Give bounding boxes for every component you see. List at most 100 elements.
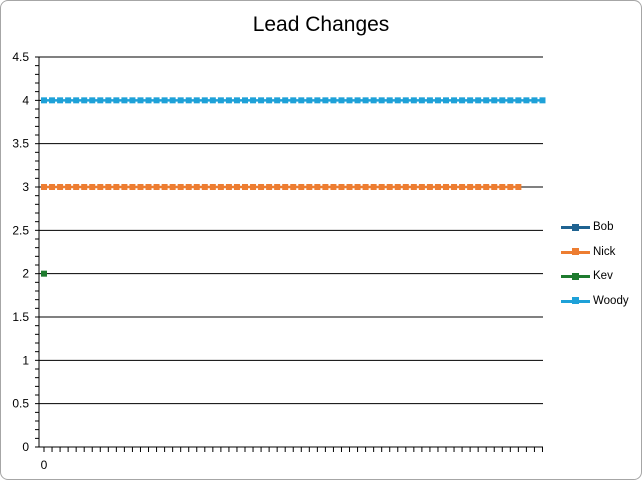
legend-item-woody: Woody: [561, 289, 641, 314]
data-point-woody: [370, 97, 377, 104]
data-point-nick: [322, 184, 329, 190]
data-point-woody: [346, 97, 353, 104]
data-point-woody: [97, 97, 104, 104]
legend-swatch: [561, 270, 590, 282]
data-point-woody: [89, 97, 96, 104]
data-point-woody: [177, 97, 184, 104]
data-point-woody: [539, 97, 546, 104]
data-point-nick: [290, 184, 297, 190]
data-point-nick: [274, 184, 281, 190]
data-point-woody: [386, 97, 393, 104]
data-point-woody: [322, 97, 329, 104]
data-point-nick: [161, 184, 168, 190]
legend-label: Woody: [593, 294, 629, 307]
data-point-nick: [169, 184, 176, 190]
y-tick-label: 3: [22, 180, 29, 194]
data-point-woody: [434, 97, 441, 104]
data-point-nick: [378, 184, 385, 190]
data-point-nick: [258, 184, 265, 190]
data-point-nick: [426, 184, 433, 190]
data-point-nick: [49, 184, 56, 190]
legend-label: Nick: [593, 245, 616, 258]
chart-title: Lead Changes: [252, 13, 390, 36]
data-point-woody: [491, 97, 498, 104]
data-point-nick: [57, 184, 64, 190]
data-point-woody: [41, 97, 47, 104]
y-tick-label: 0.5: [12, 397, 29, 411]
data-point-woody: [459, 97, 466, 104]
data-point-woody: [113, 97, 120, 104]
y-tick-label: 2: [22, 267, 29, 281]
legend-item-kev: Kev: [561, 264, 641, 289]
data-point-woody: [217, 97, 224, 104]
data-point-nick: [105, 184, 112, 190]
data-point-nick: [475, 184, 482, 190]
data-point-woody: [531, 97, 538, 104]
data-point-woody: [169, 97, 176, 104]
legend-swatch: [561, 295, 590, 307]
data-point-nick: [459, 184, 466, 190]
data-point-woody: [330, 97, 337, 104]
data-point-nick: [97, 184, 104, 190]
data-point-nick: [209, 184, 216, 190]
data-point-nick: [81, 184, 88, 190]
data-point-woody: [193, 97, 200, 104]
data-point-woody: [426, 97, 433, 104]
data-point-nick: [386, 184, 393, 190]
data-point-woody: [57, 97, 64, 104]
data-point-woody: [65, 97, 72, 104]
data-point-nick: [73, 184, 80, 190]
data-point-woody: [81, 97, 88, 104]
data-point-nick: [362, 184, 369, 190]
data-point-woody: [250, 97, 257, 104]
legend-label: Bob: [593, 221, 614, 234]
data-point-nick: [491, 184, 498, 190]
data-point-woody: [410, 97, 417, 104]
legend-item-bob: Bob: [561, 215, 641, 240]
data-point-nick: [225, 184, 232, 190]
y-tick-label: 2.5: [12, 223, 29, 237]
data-point-woody: [258, 97, 265, 104]
data-point-nick: [113, 184, 120, 190]
data-point-woody: [121, 97, 128, 104]
data-point-woody: [129, 97, 136, 104]
data-point-woody: [105, 97, 112, 104]
data-point-nick: [330, 184, 337, 190]
data-point-woody: [266, 97, 273, 104]
data-point-nick: [346, 184, 353, 190]
data-point-nick: [250, 184, 257, 190]
data-point-woody: [443, 97, 449, 104]
y-tick-label: 4: [22, 93, 29, 107]
data-point-nick: [89, 184, 96, 190]
legend: Bob Nick Kev Woody: [561, 215, 641, 313]
data-point-nick: [145, 184, 152, 190]
y-tick-label: 1: [22, 353, 29, 367]
data-point-nick: [467, 184, 474, 190]
data-point-nick: [153, 184, 160, 190]
data-point-woody: [378, 97, 385, 104]
data-point-woody: [242, 97, 248, 104]
y-tick-label: 0: [22, 440, 29, 454]
data-point-nick: [434, 184, 441, 190]
data-point-nick: [515, 184, 522, 190]
data-point-woody: [145, 97, 152, 104]
data-point-nick: [41, 184, 47, 190]
data-point-nick: [177, 184, 184, 190]
data-point-woody: [306, 97, 313, 104]
data-point-woody: [394, 97, 401, 104]
data-point-woody: [209, 97, 216, 104]
data-point-nick: [65, 184, 72, 190]
y-tick-label: 4.5: [12, 50, 29, 64]
data-point-nick: [499, 184, 506, 190]
data-point-woody: [475, 97, 482, 104]
data-point-nick: [451, 184, 458, 190]
data-point-nick: [410, 184, 417, 190]
data-point-nick: [306, 184, 313, 190]
data-point-woody: [354, 97, 361, 104]
data-point-woody: [282, 97, 289, 104]
data-point-nick: [402, 184, 409, 190]
data-point-woody: [314, 97, 321, 104]
data-point-woody: [483, 97, 490, 104]
